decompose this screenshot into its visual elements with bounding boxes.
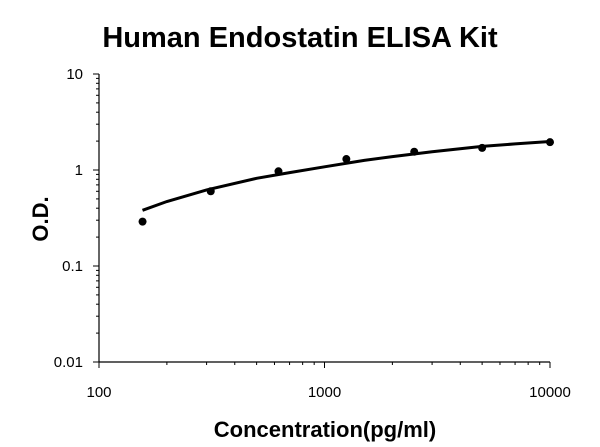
data-points [138,138,554,226]
data-point [342,155,351,164]
y-tick-label: 0.1 [62,258,83,275]
y-ticks: 10 1 0.1 0.01 [54,66,99,371]
x-ticks: 100 1000 10000 [86,362,571,401]
fit-curve-group [141,140,551,212]
data-point [206,187,215,196]
x-tick-label: 100 [86,384,111,401]
data-point [410,147,419,156]
x-tick-label: 1000 [308,384,341,401]
data-point [478,143,487,152]
axes [98,74,550,363]
y-tick-label: 1 [75,162,83,179]
chart-title: Human Endostatin ELISA Kit [102,22,498,54]
x-tick-label: 10000 [529,384,571,401]
y-axis-label: O.D. [28,196,53,241]
data-point [138,217,147,226]
data-point [546,138,554,147]
data-point [274,167,283,176]
x-axis-label: Concentration(pg/ml) [214,417,436,442]
fit-curve [141,140,551,212]
y-tick-label: 0.01 [54,354,83,371]
y-tick-label: 10 [66,66,83,83]
